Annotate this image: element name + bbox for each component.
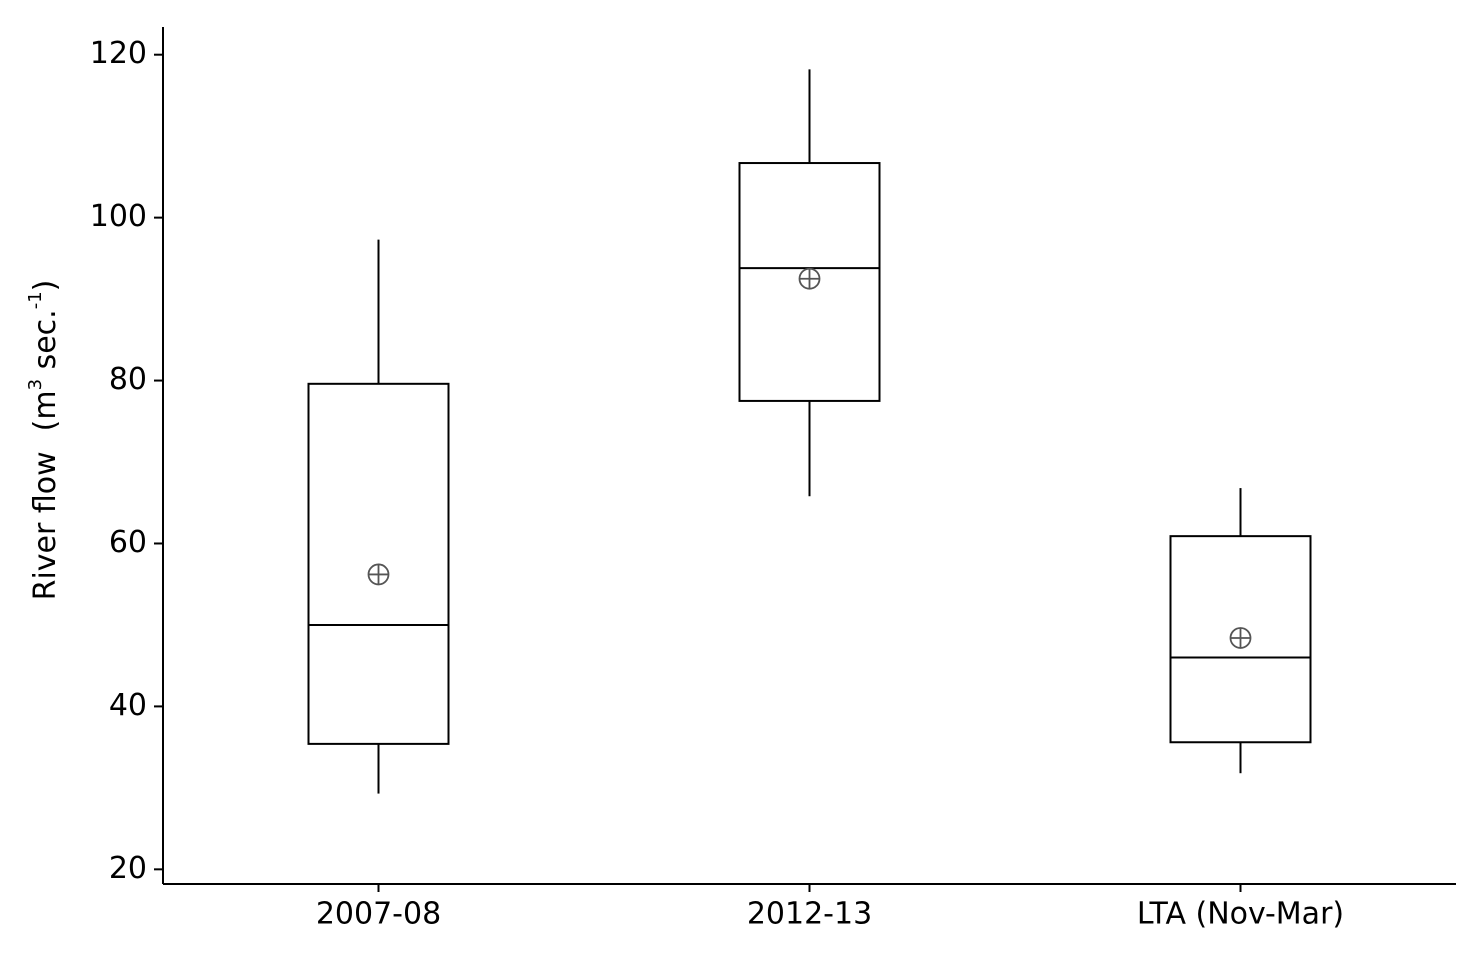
y-label-unit: (m <box>28 390 63 431</box>
mean-cross <box>1230 627 1251 648</box>
y-label-text: River flow <box>28 451 63 600</box>
y-tick-label: 40 <box>109 688 147 723</box>
mean-cross <box>799 268 820 289</box>
y-tick-label: 60 <box>109 525 147 560</box>
y-tick-label: 80 <box>109 362 147 397</box>
mean-cross <box>368 564 389 585</box>
y-tick-label: 100 <box>90 199 147 234</box>
y-tick-label: 120 <box>90 36 147 71</box>
box <box>307 382 450 745</box>
y-label-unit: sec. <box>28 309 63 379</box>
x-tick-label: 2012-13 <box>747 897 872 932</box>
y-label-unit: -1 <box>25 291 46 309</box>
y-axis-label: River flow (m3 sec.-1) <box>25 280 63 601</box>
x-tick-label: 2007-08 <box>316 897 441 932</box>
box <box>738 162 881 402</box>
y-label-unit: 3 <box>25 379 46 390</box>
x-tick-label: LTA (Nov-Mar) <box>1137 897 1344 932</box>
box <box>1169 535 1312 744</box>
y-tick-label: 20 <box>109 851 147 886</box>
y-label-unit: ) <box>28 280 63 292</box>
